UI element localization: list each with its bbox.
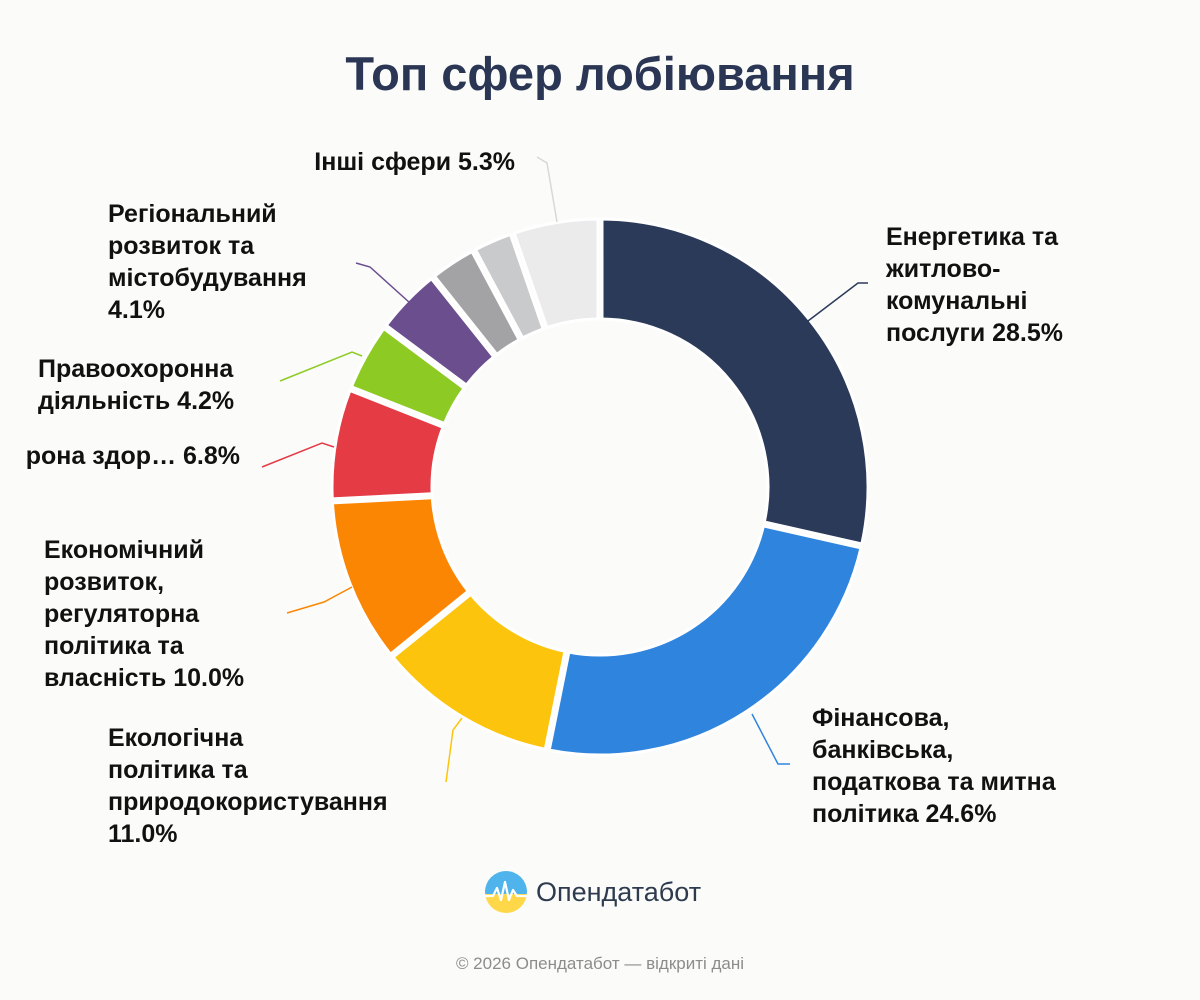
donut-slice-8: [474, 232, 545, 340]
slice-label-line: Регіональний: [108, 200, 277, 228]
donut-slice-7: [433, 250, 521, 356]
slice-label-line: діяльність 4.2%: [38, 387, 234, 415]
slice-label-5: Правоохоронна діяльність 4.2%: [38, 355, 234, 415]
slice-label-line: містобудування: [108, 264, 307, 292]
slice-label-line: природокористування: [108, 788, 388, 816]
donut-slice-9: [512, 217, 600, 330]
slice-label-line: 4.1%: [108, 296, 165, 324]
slice-label-0: Енергетика та житлово-комунальні послуги 2…: [885, 223, 1063, 347]
slice-label-line: політика та: [44, 632, 185, 660]
slice-label-line: розвиток та: [108, 232, 255, 260]
slice-label-line: розвиток,: [44, 568, 164, 596]
leader-line-1: [751, 713, 790, 765]
donut-slice-0: [600, 217, 870, 546]
slice-label-line: банківська,: [812, 736, 953, 764]
slice-label-line: комунальні: [886, 287, 1028, 315]
slice-label-line: житлово-: [885, 255, 1000, 283]
donut-slice-2: [391, 592, 567, 751]
slice-label-line: Енергетика та: [886, 223, 1059, 251]
slice-label-line: Фінансова,: [812, 704, 949, 732]
slice-label-1: Фінансова, банківська, податкова та митна п…: [812, 704, 1057, 828]
donut-slice-6: [384, 277, 496, 387]
leader-line-2: [445, 717, 463, 783]
slice-label-line: регуляторна: [44, 600, 200, 628]
slice-label-line: Інші сфери 5.3%: [314, 148, 515, 176]
slice-label-line: політика та: [108, 756, 249, 784]
brand-name: Опендатабот: [536, 876, 702, 907]
slice-label-2: Екологічна політика та природокористування…: [108, 724, 388, 848]
donut-slice-3: [330, 496, 470, 656]
slice-label-line: Екологічна: [108, 724, 244, 752]
leader-line-4: [261, 442, 335, 468]
brand: Опендатабот: [484, 868, 701, 916]
slice-label-line: Правоохоронна: [38, 355, 234, 383]
footer-copyright: © 2026 Опендатабот — відкриті дані: [455, 954, 745, 973]
slice-label-line: 11.0%: [108, 820, 178, 848]
slice-labels: Енергетика та житлово-комунальні послуги 2…: [26, 148, 1063, 848]
slice-label-3: Економічний розвиток, регуляторна політика …: [44, 536, 244, 692]
leader-line-6: [355, 262, 411, 304]
slice-label-line: власність 10.0%: [44, 664, 244, 692]
slice-label-line: політика 24.6%: [812, 800, 996, 828]
opendatabot-logo-icon: [485, 871, 527, 913]
slice-label-4: рона здор… 6.8%: [26, 442, 240, 470]
leader-lines: [261, 156, 868, 783]
slice-label-9: Інші сфери 5.3%: [314, 148, 515, 176]
chart-title: Топ сфер лобіювання: [345, 47, 855, 100]
donut-slices: [330, 217, 870, 757]
slice-label-6: Регіональний розвиток та містобудування 4.1…: [108, 200, 307, 324]
slice-label-line: рона здор… 6.8%: [26, 442, 240, 470]
leader-line-3: [286, 586, 353, 614]
slice-label-line: Економічний: [44, 536, 204, 564]
slice-label-line: послуги 28.5%: [886, 319, 1063, 347]
leader-line-9: [536, 156, 558, 223]
donut-slice-1: [547, 524, 863, 757]
slice-label-line: податкова та митна: [812, 768, 1057, 796]
leader-line-0: [807, 282, 868, 322]
donut-slice-4: [330, 389, 445, 501]
donut-slice-5: [349, 327, 466, 425]
leader-line-5: [279, 351, 363, 382]
